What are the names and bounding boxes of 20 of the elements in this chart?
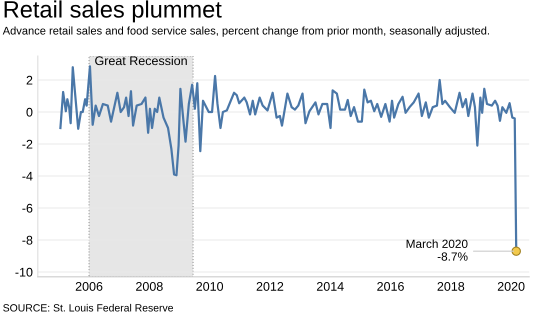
x-tick-label: 2014	[316, 282, 344, 291]
y-tick-label: -6	[22, 204, 32, 213]
x-tick-label: 2010	[196, 282, 224, 291]
source-note: SOURCE: St. Louis Federal Reserve	[3, 304, 174, 312]
y-tick-label: -8	[22, 236, 32, 245]
y-tick-label: 2	[26, 76, 32, 85]
x-tick-label: 2020	[498, 282, 525, 291]
x-tick-label: 2008	[136, 282, 163, 291]
x-tick-label: 2012	[256, 282, 284, 291]
chart-subtitle: Advance retail sales and food service sales, percent change from prior month, seasonally adjusted.	[2, 26, 489, 37]
x-tick-label: 2018	[438, 282, 464, 291]
x-tick-label: 2016	[377, 282, 404, 291]
chart-title: Retail sales plummet	[4, 0, 222, 22]
y-tick-label: 0	[26, 108, 32, 117]
y-tick-label: -4	[22, 172, 33, 181]
x-tick-label: 2006	[76, 282, 102, 291]
y-tick-label: -10	[15, 268, 32, 277]
annotation: March 2020 -8.7%	[406, 239, 468, 261]
y-tick-label: -2	[22, 140, 32, 149]
band-label: Great Recession	[95, 56, 187, 66]
